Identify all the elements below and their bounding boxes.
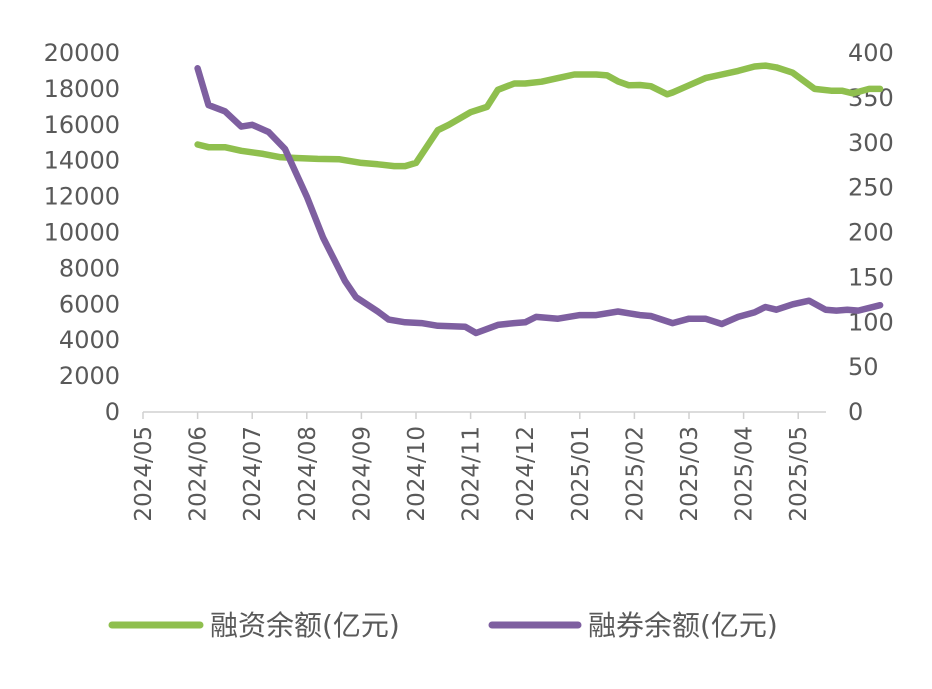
right-y-tick-label: 400: [848, 39, 894, 67]
x-tick-label: 2024/05: [131, 426, 157, 522]
right-y-tick-label: 50: [848, 353, 879, 381]
x-axis: 2024/05 2024/06 2024/07 2024/08 2024/09 2024/…: [131, 412, 812, 522]
x-tick-label: 2024/06: [186, 426, 212, 522]
left-y-tick-label: 0: [105, 398, 120, 426]
left-y-tick-label: 18000: [44, 75, 120, 103]
legend-label-securities-lending: 融券余额(亿元): [588, 609, 778, 642]
x-tick-label: 2024/09: [349, 426, 375, 522]
series-line-securities-lending-balance: [194, 65, 884, 337]
x-tick-label: 2025/05: [786, 426, 812, 522]
left-y-tick-label: 14000: [44, 147, 120, 175]
x-tick-label: 2024/12: [513, 426, 539, 522]
left-y-tick-label: 6000: [59, 290, 120, 318]
series-line-financing-balance: [194, 62, 884, 170]
left-y-tick-label: 20000: [44, 39, 120, 67]
left-y-tick-label: 10000: [44, 219, 120, 247]
x-tick-label: 2025/02: [622, 426, 648, 522]
right-y-tick-label: 0: [848, 398, 863, 426]
x-tick-label: 2024/07: [240, 426, 266, 522]
legend: 融资余额(亿元) 融券余额(亿元): [108, 609, 778, 642]
left-axis-ticks: 0 2000 4000 6000 8000 10000 12000 14000 16000 180…: [44, 39, 120, 426]
x-tick-label: 2025/04: [732, 426, 758, 522]
right-y-tick-label: 200: [848, 219, 894, 247]
left-y-tick-label: 8000: [59, 254, 120, 282]
legend-label-financing: 融资余额(亿元): [210, 609, 400, 642]
left-y-tick-label: 2000: [59, 362, 120, 390]
x-tick-label: 2025/01: [568, 426, 594, 522]
left-y-tick-label: 16000: [44, 111, 120, 139]
right-y-tick-label: 150: [848, 263, 894, 291]
x-tick-label: 2024/10: [404, 426, 430, 522]
x-tick-label: 2024/08: [295, 426, 321, 522]
left-y-tick-label: 4000: [59, 326, 120, 354]
x-tick-label: 2025/03: [677, 426, 703, 522]
series-layer: [194, 62, 884, 337]
x-tick-label: 2024/11: [459, 426, 485, 522]
right-y-tick-label: 300: [848, 129, 894, 157]
left-y-tick-label: 12000: [44, 183, 120, 211]
right-y-tick-label: 250: [848, 174, 894, 202]
